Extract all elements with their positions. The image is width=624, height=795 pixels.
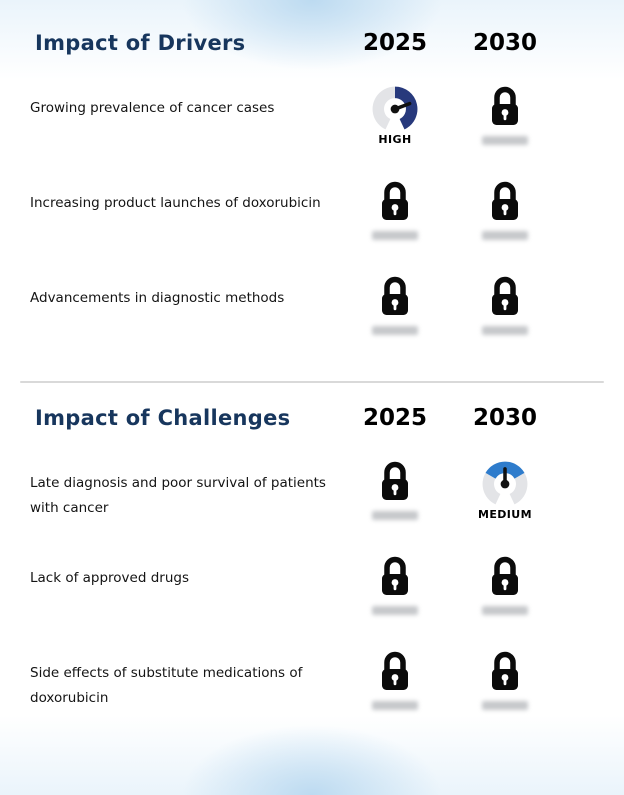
- gauge-icon: [372, 86, 418, 130]
- lock-icon: [382, 461, 408, 500]
- redacted-text: [482, 701, 528, 710]
- drivers-section: Impact of Drivers 2025 2030 Growing prev…: [0, 20, 624, 369]
- redacted-text: [482, 231, 528, 240]
- redacted-text: [482, 326, 528, 335]
- row-label: Growing prevalence of cancer cases: [30, 100, 275, 116]
- redacted-text: [482, 606, 528, 615]
- row-label: Side effects of substitute medications o…: [30, 665, 303, 706]
- redacted-text: [372, 606, 418, 615]
- redacted-text: [482, 136, 528, 145]
- impact-row: Lack of approved drugs: [0, 554, 624, 649]
- impact-gauge-medium: MEDIUM: [450, 459, 560, 521]
- lock-icon: [492, 276, 518, 315]
- lock-icon: [382, 276, 408, 315]
- section-title-drivers: Impact of Drivers: [35, 31, 246, 55]
- challenges-rows: Late diagnosis and poor survival of pati…: [0, 441, 624, 744]
- lock-icon: [382, 181, 408, 220]
- locked-impact-value: [340, 554, 450, 615]
- impact-row: Side effects of substitute medications o…: [0, 649, 624, 744]
- redacted-text: [372, 231, 418, 240]
- row-label: Increasing product launches of doxorubic…: [30, 195, 321, 211]
- redacted-text: [372, 511, 418, 520]
- drivers-rows: Growing prevalence of cancer cases HIGH In…: [0, 66, 624, 369]
- row-label: Advancements in diagnostic methods: [30, 290, 285, 306]
- impact-level-label: HIGH: [378, 133, 412, 146]
- redacted-text: [372, 326, 418, 335]
- row-label: Lack of approved drugs: [30, 570, 189, 586]
- impact-level-label: MEDIUM: [478, 508, 532, 521]
- locked-impact-value: [340, 649, 450, 710]
- section-divider: [20, 381, 604, 383]
- gauge-icon: [482, 461, 528, 505]
- redacted-text: [372, 701, 418, 710]
- column-header-2025: 2025: [362, 405, 427, 431]
- lock-icon: [492, 651, 518, 690]
- row-label: Late diagnosis and poor survival of pati…: [30, 475, 326, 516]
- column-header-2025: 2025: [362, 30, 427, 56]
- column-header-2030: 2030: [472, 30, 537, 56]
- drivers-header: Impact of Drivers 2025 2030: [0, 20, 624, 66]
- lock-icon: [492, 86, 518, 125]
- impact-row: Growing prevalence of cancer cases HIGH: [0, 84, 624, 179]
- locked-impact-value: [450, 554, 560, 615]
- locked-impact-value: [450, 84, 560, 145]
- lock-icon: [492, 181, 518, 220]
- challenges-header: Impact of Challenges 2025 2030: [0, 395, 624, 441]
- locked-impact-value: [340, 459, 450, 520]
- impact-row: Advancements in diagnostic methods: [0, 274, 624, 369]
- locked-impact-value: [450, 274, 560, 335]
- locked-impact-value: [340, 179, 450, 240]
- challenges-section: Impact of Challenges 2025 2030 Late diag…: [0, 395, 624, 744]
- lock-icon: [492, 556, 518, 595]
- lock-icon: [382, 556, 408, 595]
- locked-impact-value: [340, 274, 450, 335]
- lock-icon: [382, 651, 408, 690]
- impact-row: Late diagnosis and poor survival of pati…: [0, 459, 624, 554]
- locked-impact-value: [450, 649, 560, 710]
- locked-impact-value: [450, 179, 560, 240]
- impact-gauge-high: HIGH: [340, 84, 450, 146]
- column-header-2030: 2030: [472, 405, 537, 431]
- impact-row: Increasing product launches of doxorubic…: [0, 179, 624, 274]
- section-title-challenges: Impact of Challenges: [35, 406, 291, 430]
